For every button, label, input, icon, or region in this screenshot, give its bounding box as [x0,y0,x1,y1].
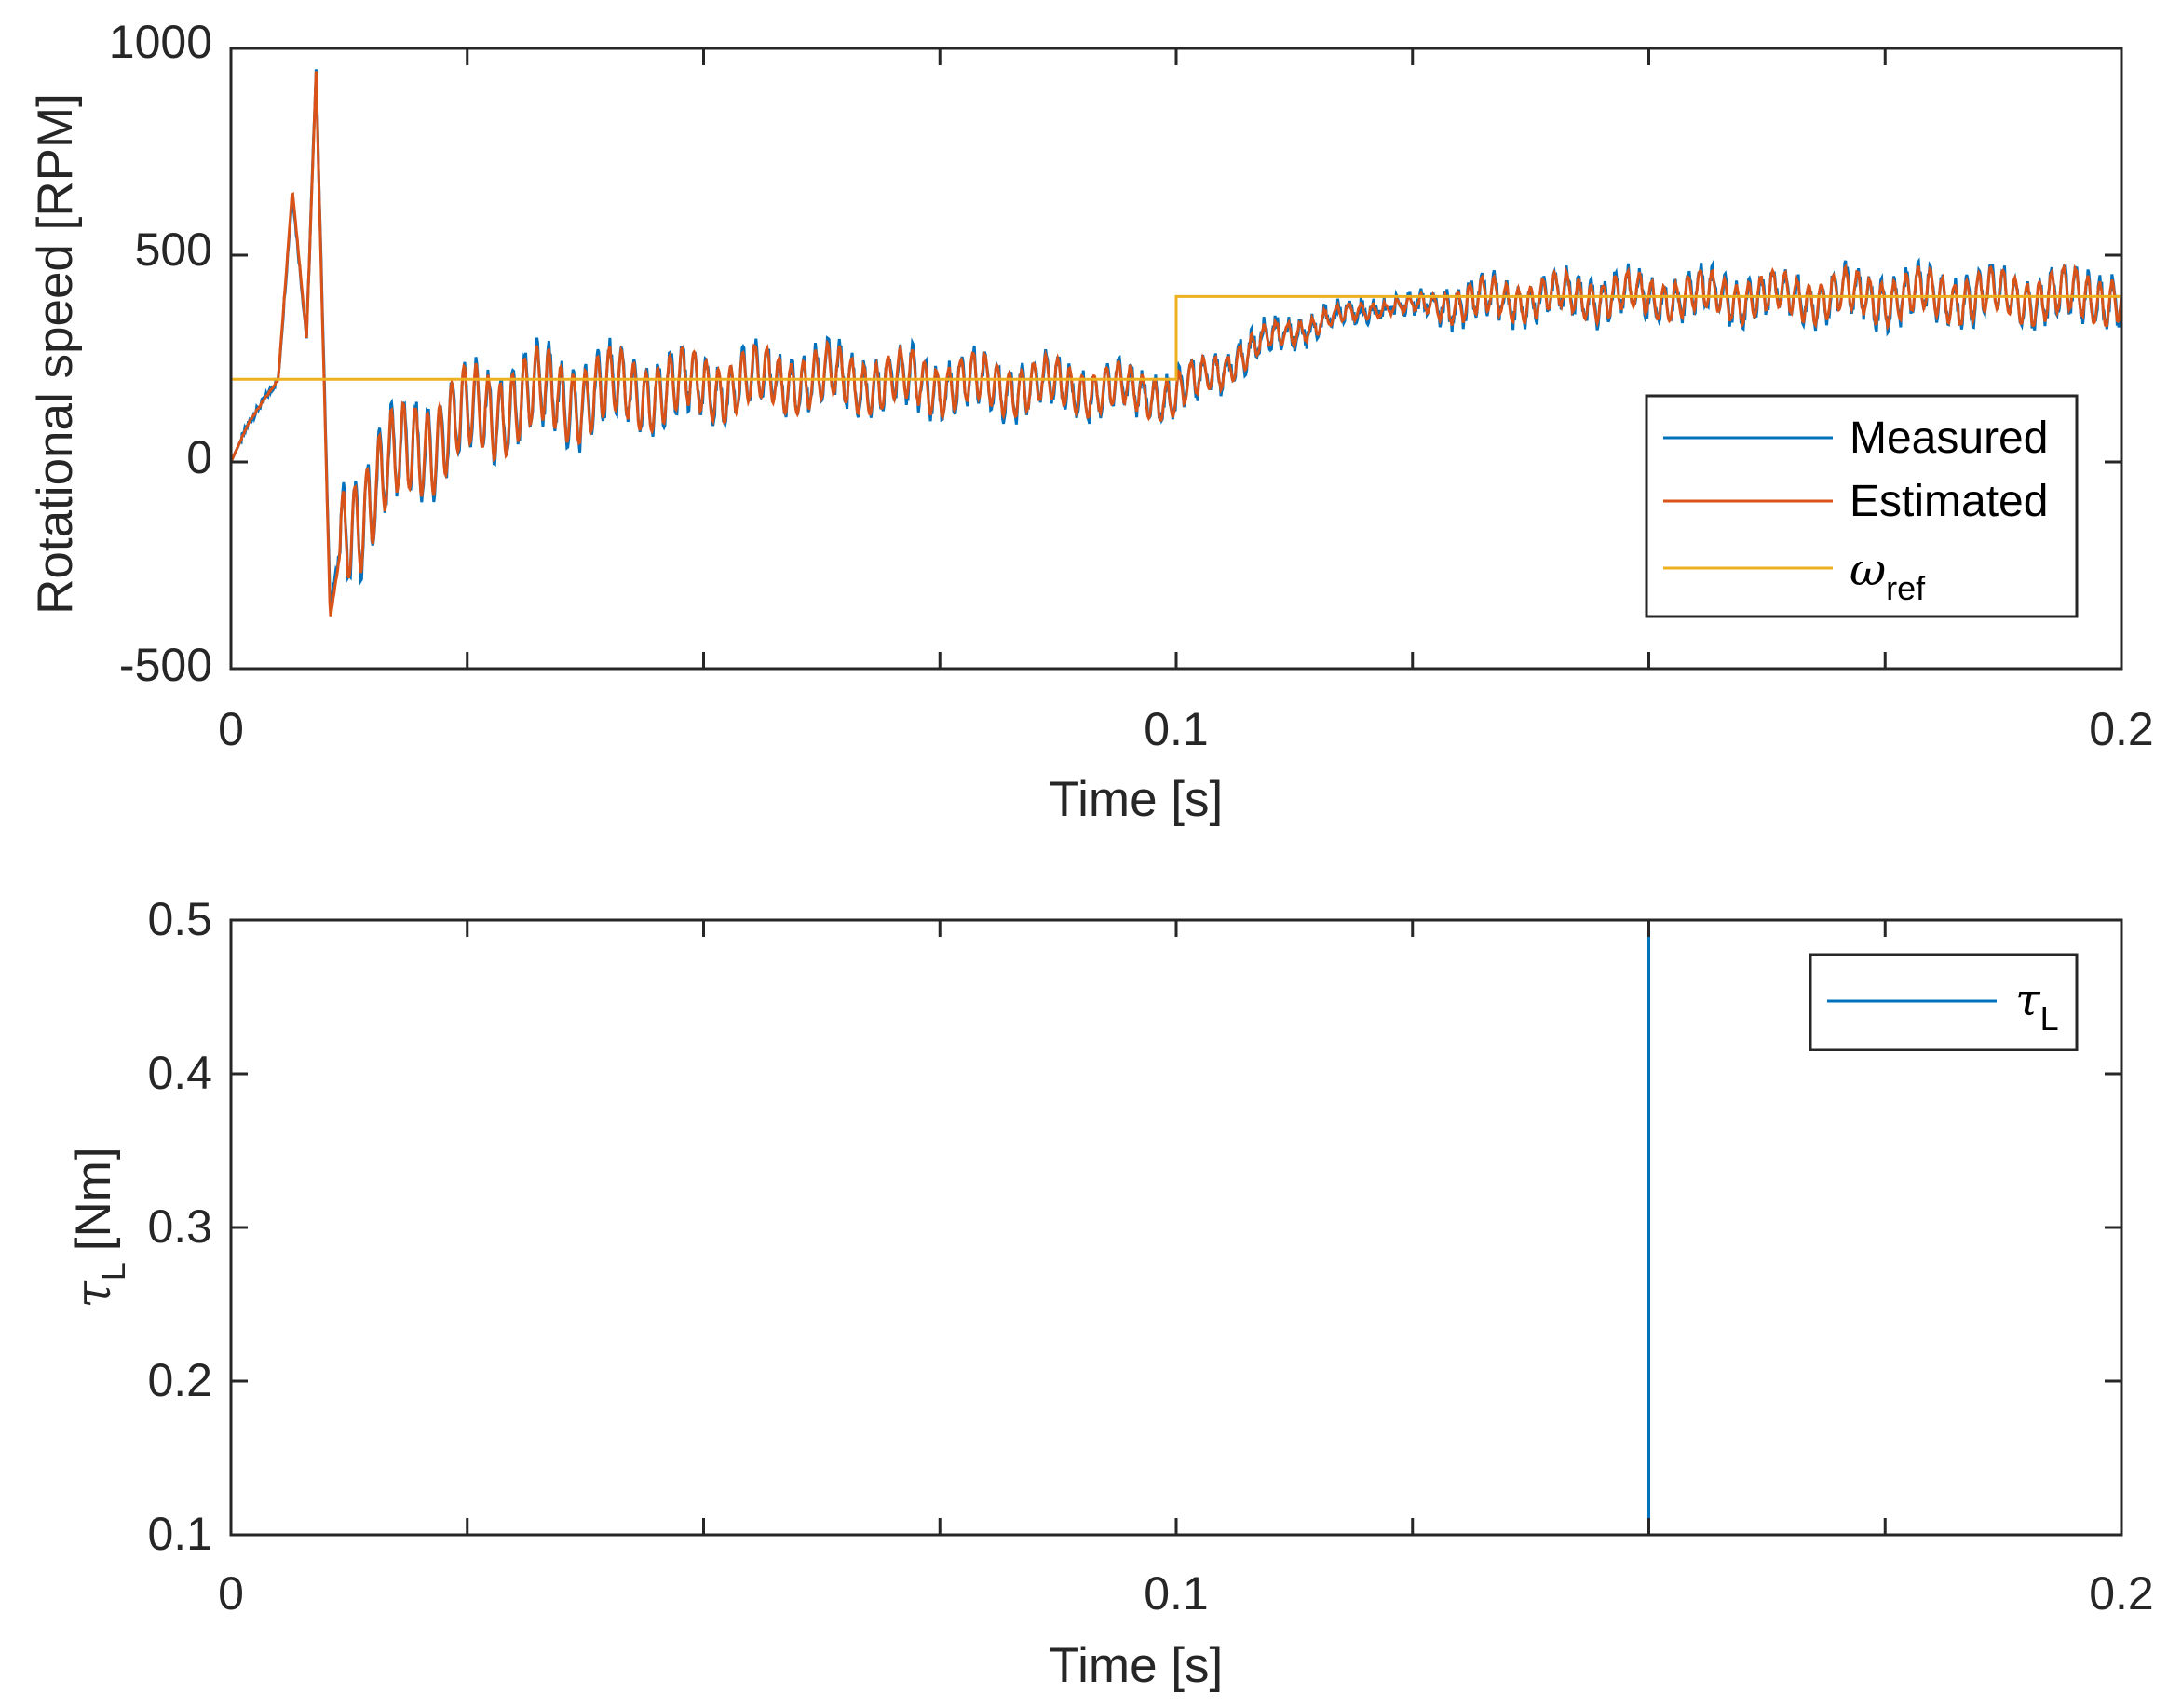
speed-xtick-label: 0.1 [1144,703,1209,755]
legend-reference-label: ωref [1850,544,1926,607]
speed-ylabel: Rotational speed [RPM] [28,93,83,615]
ref-subscript: ref [1886,569,1926,607]
speed-ytick-label: -500 [119,639,212,691]
torque-axes: 0.5 0.4 0.3 0.2 0.1 0 0.1 0.2 Time [s] τ… [65,893,2154,1693]
tau-subscript: L [94,1262,132,1281]
speed-xlabel: Time [s] [1050,772,1223,827]
torque-xtick-label: 0.2 [2089,1567,2154,1620]
legend-torque-label: τL [2015,974,2059,1037]
reference-series-line [231,294,2121,381]
speed-ticks [229,47,2123,671]
speed-xtick-label: 0.2 [2089,703,2154,755]
torque-ytick-label: 0.1 [147,1508,212,1560]
speed-axes: 1000 500 0 -500 0 0.1 0.2 Time [s] Rotat… [28,16,2154,827]
speed-legend-box [1645,394,2079,618]
torque-xlabel: Time [s] [1050,1638,1223,1693]
tau-legend-symbol: τ [2015,974,2041,1026]
speed-ytick-label: 500 [135,224,212,276]
speed-legend: Measured Estimated ωref [1645,394,2079,618]
torque-ylabel: τL [Nm] [65,1146,132,1308]
omega-symbol: ω [1850,544,1886,596]
torque-xtick-label: 0 [218,1567,244,1620]
legend-estimated-label: Estimated [1850,477,2048,526]
torque-ticks [229,918,2123,1537]
tau-legend-subscript: L [2040,999,2059,1037]
torque-xtick-label: 0.1 [1144,1567,1209,1620]
torque-ytick-label: 0.4 [147,1047,212,1099]
speed-plot-area [229,69,2123,617]
speed-xtick-label: 0 [218,703,244,755]
torque-ytick-label: 0.5 [147,893,212,945]
legend-measured-label: Measured [1850,413,2048,463]
torque-unit: [Nm] [66,1146,121,1251]
torque-ytick-label: 0.3 [147,1200,212,1253]
speed-ytick-label: 0 [186,431,212,483]
tau-symbol: τ [65,1280,122,1308]
torque-legend: τL [1809,953,2079,1051]
speed-ytick-label: 1000 [109,16,212,68]
torque-ytick-label: 0.2 [147,1354,212,1406]
